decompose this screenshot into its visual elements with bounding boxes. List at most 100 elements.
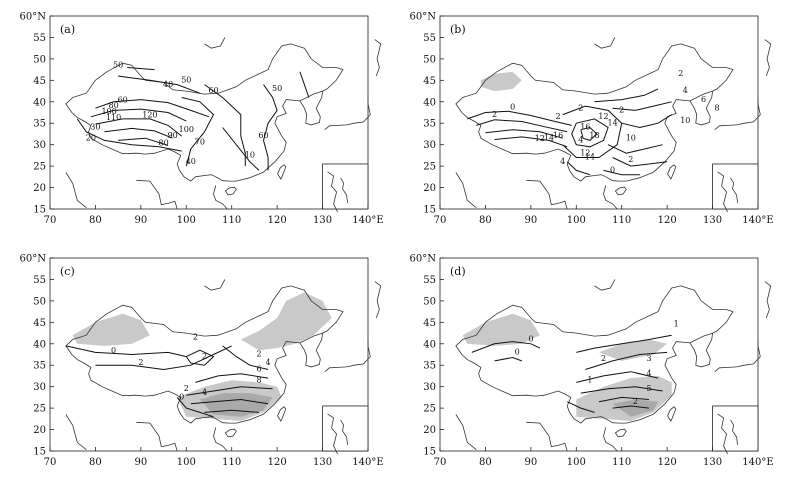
map-panel-a: 50 50 40 60 80 100 110 120 100 90 80 70 60 40 30 20 50 60… [20, 8, 384, 236]
hainan-outline [224, 428, 237, 438]
x-tick-label: 130 [703, 457, 722, 468]
coastline [594, 37, 616, 49]
contour-line [580, 386, 663, 394]
inset-coastline [327, 171, 338, 213]
contour-line [598, 396, 650, 403]
x-tick-label: 100 [567, 215, 586, 226]
contour-line [176, 397, 214, 418]
contour-label: 12 [598, 112, 608, 121]
china-outline [65, 285, 344, 424]
contour-line [603, 169, 640, 176]
shaded-region [599, 339, 668, 361]
contour-label: 2 [619, 106, 624, 115]
x-tick-label: 70 [434, 215, 447, 226]
contour-label: 50 [113, 61, 123, 70]
x-tick-label: 120 [268, 215, 287, 226]
china-outline [65, 43, 344, 182]
contour-label: 2 [193, 333, 198, 342]
y-tick-label: 50 [423, 54, 436, 65]
coastline [603, 427, 618, 452]
y-tick-label: 35 [423, 361, 436, 372]
y-tick-label: 30 [423, 140, 436, 151]
y-tick-label: 50 [33, 54, 46, 65]
x-tick-label: 90 [134, 215, 147, 226]
contour-line [95, 99, 210, 118]
y-tick-label: 20 [423, 183, 436, 194]
contour-label: 8 [715, 103, 720, 112]
coastline [136, 421, 178, 452]
contour-line [580, 126, 598, 141]
x-tick-label: 90 [524, 457, 537, 468]
contour-label: 2 [256, 350, 261, 359]
y-tick-label: 25 [423, 404, 436, 415]
panel-label: (b) [450, 23, 466, 36]
contour-line [571, 118, 609, 148]
contour-label: 0 [528, 335, 533, 344]
coastline [714, 339, 761, 373]
x-tick-label: 120 [658, 457, 677, 468]
contour-line [594, 88, 659, 103]
china-outline [455, 285, 734, 424]
inset-coastline [717, 413, 728, 455]
contour-line [612, 101, 672, 111]
y-tick-label: 55 [423, 275, 436, 286]
y-tick-label: 50 [423, 296, 436, 307]
contour-label: 6 [701, 95, 706, 104]
contour-line [476, 119, 568, 133]
coastline [136, 179, 178, 210]
x-tick-label: 100 [177, 457, 196, 468]
contour-label: 60 [208, 86, 218, 95]
hainan-outline [614, 428, 627, 438]
contour-line [299, 71, 310, 98]
contour-label: 14 [608, 118, 618, 127]
y-tick-label: 35 [33, 119, 46, 130]
contour-line [576, 334, 672, 353]
x-tick-label: 70 [44, 215, 57, 226]
shaded-region [480, 71, 522, 92]
contour-label: 100 [179, 125, 194, 134]
contour-label: 4 [683, 86, 688, 95]
contour-line [190, 398, 269, 405]
x-tick-label: 100 [567, 457, 586, 468]
contour-label: 16 [580, 123, 590, 132]
coastline [603, 185, 618, 210]
inset-coastline [717, 171, 728, 213]
contour-label: 2 [678, 69, 683, 78]
y-tick-label: 35 [33, 361, 46, 372]
contour-label: 80 [159, 139, 169, 148]
contour-line [566, 161, 591, 176]
x-tick-label: 110 [222, 215, 241, 226]
x-tick-label: 110 [612, 215, 631, 226]
map-panel-b: 2 0 2 4 6 8 2 2 12 14 16 18 16 14 12 10 4 2 10 12 14 4 2 0 (b) 15… [410, 8, 774, 236]
contour-label: 100 [101, 107, 116, 116]
coastline [764, 281, 772, 319]
y-tick-label: 45 [33, 76, 46, 87]
contour-label: 3 [646, 354, 651, 363]
y-tick-label: 40 [423, 339, 436, 350]
contour-label: 4 [266, 358, 271, 367]
contour-line [607, 144, 663, 154]
taiwan-outline [667, 406, 677, 422]
coastline [764, 39, 772, 77]
coastline [374, 39, 382, 77]
contour-line [621, 114, 672, 129]
shaded-region [72, 313, 150, 346]
contour-line [127, 67, 155, 71]
contour-label: 4 [560, 157, 565, 166]
contour-label: 10 [626, 133, 636, 142]
map-frame [49, 15, 369, 210]
coastline [324, 97, 371, 131]
x-tick-label: 140°E [742, 215, 773, 226]
coastline [324, 339, 371, 373]
coastline [714, 97, 761, 131]
y-tick-label: 40 [423, 97, 436, 108]
contour-label: 6 [256, 365, 261, 374]
contour-line [467, 110, 572, 126]
contour-label: 50 [272, 84, 282, 93]
contour-label: 5 [646, 384, 651, 393]
contour-line [222, 345, 269, 370]
